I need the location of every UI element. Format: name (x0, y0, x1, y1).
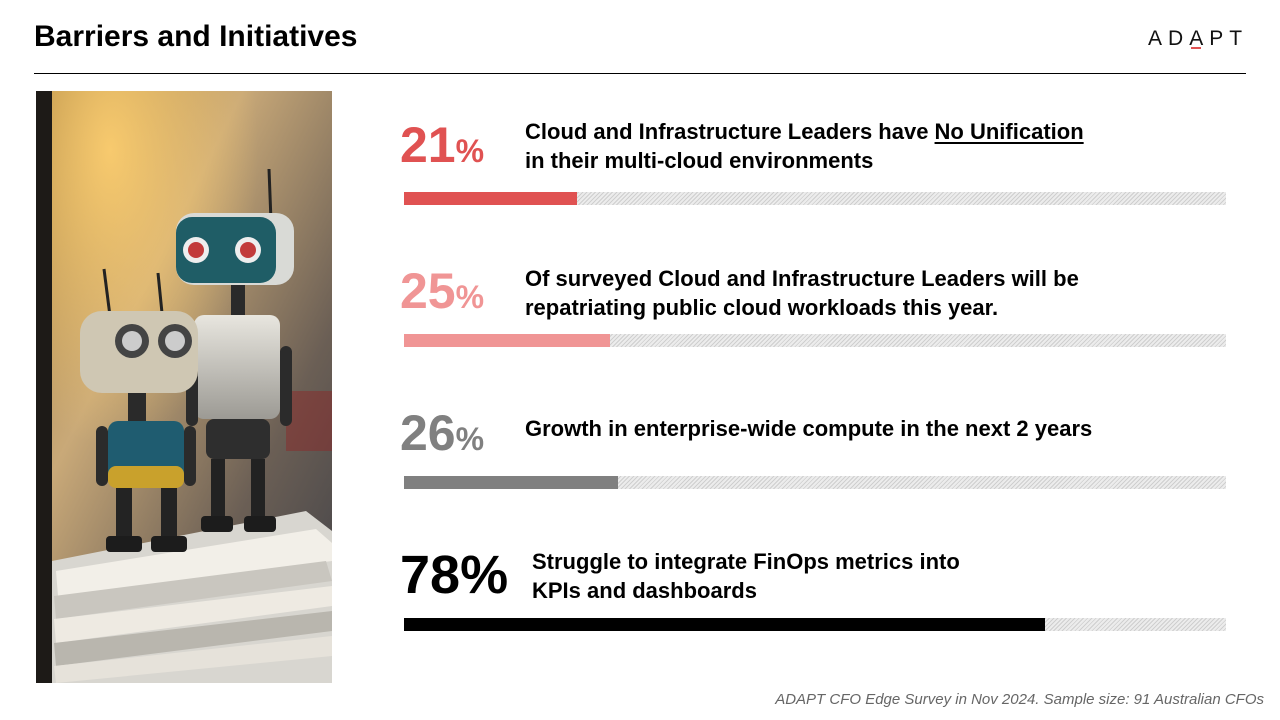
stat-bar-fill-1 (404, 192, 577, 205)
stat-description-2: Of surveyed Cloud and Infrastructure Lea… (525, 266, 1079, 320)
robots-illustration (36, 91, 332, 683)
stat-percent-4: 78% (400, 545, 509, 605)
stat-description-1: Cloud and Infrastructure Leaders have No… (525, 119, 1084, 173)
header-divider (34, 73, 1246, 74)
adapt-logo: ADAPT (1148, 27, 1249, 50)
stat-percent-2: 25% (400, 263, 485, 319)
stat-bar-2 (404, 334, 1226, 347)
stat-description-3: Growth in enterprise-wide compute in the… (525, 416, 1093, 441)
stat-bar-1 (404, 192, 1226, 205)
page-title: Barriers and Initiatives (34, 20, 358, 53)
stat-bar-fill-4 (404, 618, 1046, 631)
stat-description-4: Struggle to integrate FinOps metrics int… (532, 549, 960, 603)
source-footnote: ADAPT CFO Edge Survey in Nov 2024. Sampl… (775, 691, 1264, 708)
stat-percent-1: 21% (400, 117, 485, 173)
stat-bar-3 (404, 476, 1226, 489)
stat-bar-4 (404, 618, 1226, 631)
stat-percent-3: 26% (400, 405, 485, 461)
stat-bar-fill-2 (404, 334, 610, 347)
stat-bar-fill-3 (404, 476, 618, 489)
